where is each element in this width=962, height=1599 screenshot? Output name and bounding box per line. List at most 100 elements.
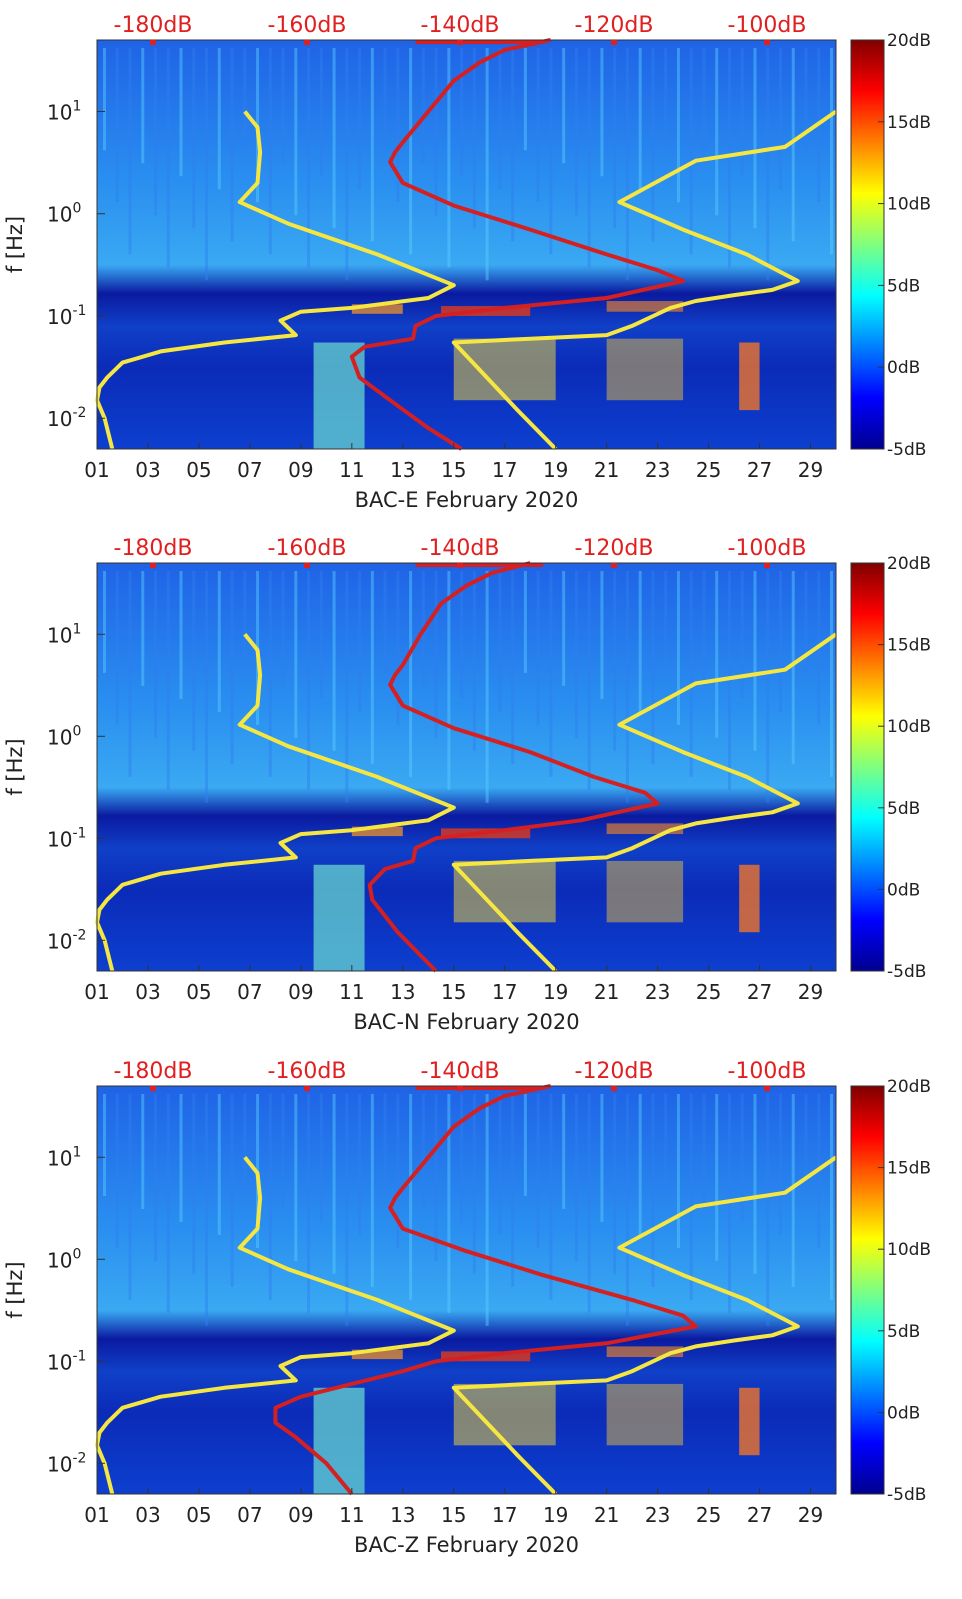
y-axis-title: f [Hz]: [3, 738, 27, 795]
x-tick-label: 19: [543, 980, 568, 1004]
spectrogram-streak: [383, 1094, 387, 1196]
colorbar-tick-label: -5dB: [887, 1485, 926, 1505]
x-tick-label: 25: [696, 1503, 721, 1527]
spectrogram-streak: [830, 571, 833, 777]
plot-frame: [96, 562, 837, 972]
x-tick-label: 03: [135, 980, 160, 1004]
x-axis-title: BAC-E February 2020: [355, 488, 579, 512]
spectrogram-streak: [307, 48, 311, 268]
spectrogram-streak: [485, 1094, 489, 1326]
spectrogram-streak: [319, 48, 323, 177]
top-db-marker: [764, 40, 770, 45]
spectrogram-streak: [141, 48, 145, 164]
spectrogram-streak: [421, 48, 425, 164]
x-tick-label: 15: [441, 458, 466, 482]
colorbar-tick-label: 20dB: [887, 31, 931, 51]
panel-2: 01 03 05 07 09 11 13 15 17 19 21 23 25 27 29 BAC-N Febr…: [3, 536, 931, 1034]
spectrogram-streak: [702, 571, 706, 686]
top-db-label: -120dB: [575, 1059, 654, 1084]
spectrogram-streak: [409, 48, 413, 255]
spectrogram-streak: [549, 1094, 553, 1300]
x-tick-label: 09: [288, 458, 313, 482]
x-tick-label: 13: [390, 458, 415, 482]
spectrogram-streak: [217, 571, 221, 712]
spectrogram-streak: [230, 1094, 234, 1287]
spectrogram-streak: [715, 1094, 719, 1261]
spectrogram-streak: [447, 1094, 451, 1313]
spectrogram-streak: [562, 48, 566, 164]
spectrogram-streak: [217, 1094, 221, 1235]
spectrogram-streak: [166, 1094, 170, 1313]
spectrogram-streak: [766, 48, 770, 281]
colorbar-tick-label: 20dB: [887, 554, 931, 574]
energy-band: [351, 1349, 403, 1360]
energy-band: [351, 304, 403, 314]
x-tick-label: 03: [135, 458, 160, 482]
spectrogram-streak: [205, 48, 209, 281]
colorbar-tick-label: -5dB: [887, 962, 926, 982]
spectrogram-streak: [600, 1094, 604, 1222]
spectrogram-streak: [574, 48, 578, 216]
spectrogram-streak: [676, 1094, 680, 1248]
spectrogram-streak: [179, 1094, 183, 1222]
spectrogram-streak: [141, 1094, 145, 1209]
spectrogram-streak: [651, 48, 655, 242]
spectrogram-streak: [396, 1094, 400, 1248]
spectrogram-streak: [460, 571, 464, 699]
colorbar-tick-label: 15dB: [887, 1159, 931, 1179]
x-tick-label: 23: [645, 458, 670, 482]
spectrogram-streak: [447, 48, 451, 268]
spectrogram-streak: [511, 571, 515, 764]
spectrogram-streak: [664, 1094, 668, 1196]
spectrogram-streak: [319, 1094, 323, 1222]
colorbar: [850, 562, 885, 972]
colorbar: [850, 39, 885, 450]
red-level-curve: [273, 1084, 698, 1496]
y-tick-label: 101: [47, 98, 81, 124]
spectrogram-streak: [778, 48, 782, 190]
top-db-marker: [304, 563, 310, 568]
spectrogram-streak: [830, 1094, 833, 1300]
spectrogram-streak: [154, 571, 158, 738]
y-tick-label: 10-1: [47, 303, 86, 329]
spectrogram-streak: [778, 571, 782, 712]
x-tick-label: 17: [492, 980, 517, 1004]
top-db-marker: [150, 1086, 156, 1091]
spectrogram-streak: [472, 571, 476, 751]
spectrogram-streak: [613, 48, 617, 229]
spectrogram-streak: [434, 1094, 438, 1261]
spectrogram-streak: [715, 48, 719, 216]
top-db-label: -160dB: [268, 13, 347, 38]
top-db-label: -160dB: [268, 1059, 347, 1084]
spectrogram-streak: [332, 571, 336, 751]
spectrogram-streak: [128, 1094, 132, 1300]
spectrogram-streak: [192, 48, 196, 229]
y-tick-label: 101: [47, 1144, 81, 1170]
spectrogram-streak: [753, 571, 757, 751]
spectrogram-streak: [587, 571, 591, 790]
spectrogram-streak: [625, 48, 629, 281]
top-db-label: -100dB: [728, 536, 807, 561]
top-db-marker: [764, 1086, 770, 1091]
spectrogram-streak: [702, 1094, 706, 1209]
spectrogram-streak: [600, 571, 604, 699]
spectrogram-streak: [243, 571, 247, 673]
top-db-marker: [457, 563, 463, 568]
yellow-noise-curve: [95, 110, 456, 450]
x-tick-label: 07: [237, 458, 262, 482]
spectrogram-streak: [268, 48, 272, 255]
top-db-marker: [457, 40, 463, 45]
energy-band: [606, 301, 684, 312]
spectrogram-streak: [409, 1094, 413, 1300]
spectrogram-streak: [243, 48, 247, 151]
spectrogram-streak: [472, 48, 476, 229]
spectrogram-streak: [549, 48, 553, 255]
spectrogram-streak: [307, 1094, 311, 1313]
spectrogram-streak: [740, 48, 744, 177]
x-tick-label: 01: [84, 1503, 109, 1527]
spectrogram-streak: [434, 48, 438, 216]
spectrogram-streak: [753, 1094, 757, 1274]
y-tick-label: 100: [47, 723, 81, 749]
energy-band: [313, 864, 365, 971]
y-tick-label: 10-2: [47, 1450, 86, 1476]
